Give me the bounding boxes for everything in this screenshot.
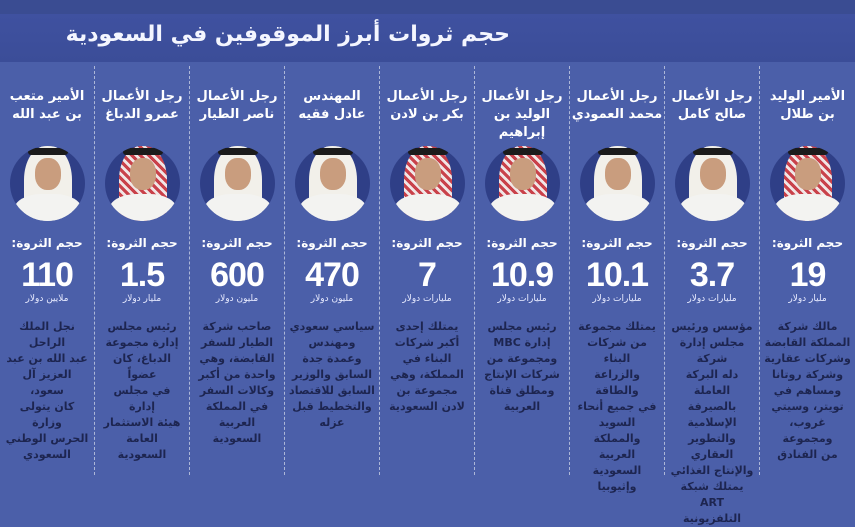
person-column: الأمير متعب بن عبد الله حجم الثروة: 110 …: [0, 66, 95, 475]
people-columns: الأمير الوليد بن طلال حجم الثروة: 19 ملي…: [0, 66, 855, 525]
wealth-unit: مليار دولار: [788, 294, 827, 304]
wealth-unit: مليون دولار: [310, 294, 354, 304]
wealth-label: حجم الثروة:: [296, 236, 368, 250]
wealth-label: حجم الثروة:: [391, 236, 463, 250]
person-name: المهندس عادل فقيه: [298, 89, 366, 122]
wealth-value: 110: [21, 256, 74, 294]
person-column: المهندس عادل فقيه حجم الثروة: 470 مليون …: [285, 66, 380, 475]
wealth-value: 600: [210, 256, 265, 294]
person-column: رجل الأعمال عمرو الدباغ حجم الثروة: 1.5 …: [95, 66, 190, 475]
person-description: مالك شركة المملكة القابضة وشركات عقارية …: [764, 320, 851, 461]
wealth-label: حجم الثروة:: [106, 236, 178, 250]
person-portrait-icon: [390, 146, 465, 221]
person-name: رجل الأعمال صالح كامل: [671, 89, 753, 122]
person-portrait-icon: [200, 146, 275, 221]
wealth-unit: مليون دولار: [215, 294, 259, 304]
wealth-value: 1.5: [119, 256, 165, 294]
person-column: رجل الأعمال صالح كامل حجم الثروة: 3.7 مل…: [665, 66, 760, 525]
wealth-value: 10.9: [490, 256, 554, 294]
wealth-label: حجم الثروة:: [11, 236, 83, 250]
wealth-label: حجم الثروة:: [581, 236, 653, 250]
wealth-value: 10.1: [585, 256, 649, 294]
person-description: يمتلك إحدى أكبر شركات البناء في المملكة،…: [389, 320, 465, 413]
person-column: رجل الأعمال بكر بن لادن حجم الثروة: 7 مل…: [380, 66, 475, 475]
person-portrait-icon: [485, 146, 560, 221]
page-title: حجم ثروات أبرز الموقوفين في السعودية: [65, 22, 510, 47]
wealth-value: 3.7: [689, 256, 735, 294]
person-portrait-icon: [10, 146, 85, 221]
title-bar: [0, 14, 855, 62]
wealth-value: 7: [418, 256, 437, 294]
person-column: رجل الأعمال محمد العمودي حجم الثروة: 10.…: [570, 66, 665, 493]
person-description: نجل الملك الراحل عبد الله بن عبد العزيز …: [5, 320, 89, 461]
person-name: رجل الأعمال محمد العمودي: [571, 89, 663, 122]
wealth-unit: مليارات دولار: [402, 294, 452, 304]
wealth-unit: مليار دولار: [122, 294, 162, 304]
person-description: يمتلك مجموعة من شركات البناء والزراعة وا…: [577, 320, 657, 493]
person-portrait-icon: [675, 146, 750, 221]
person-description: سياسي سعودي ومهندس وعمدة جدة السابق والو…: [289, 320, 375, 429]
person-portrait-icon: [295, 146, 370, 221]
person-column: الأمير الوليد بن طلال حجم الثروة: 19 ملي…: [760, 66, 855, 475]
person-name: رجل الأعمال الوليد بن إبراهيم: [481, 89, 563, 140]
person-name: رجل الأعمال عمرو الدباغ: [101, 89, 183, 122]
person-description: صاحب شركة الطيار للسفر القابضة، وهي واحد…: [198, 320, 276, 445]
person-description: مؤسس ورئيس مجلس إدارة شركة دله البركة ال…: [670, 320, 754, 525]
person-portrait-icon: [770, 146, 845, 221]
wealth-unit: ملايين دولار: [25, 294, 69, 304]
top-strip: [0, 0, 855, 14]
person-name: الأمير متعب بن عبد الله: [9, 89, 85, 122]
wealth-unit: مليارات دولار: [497, 294, 547, 304]
person-column: رجل الأعمال الوليد بن إبراهيم حجم الثروة…: [475, 66, 570, 475]
wealth-label: حجم الثروة:: [676, 236, 748, 250]
wealth-label: حجم الثروة:: [201, 236, 273, 250]
person-description: رئيس مجلس إدارة مجموعة الدباغ، كان عضواً…: [103, 320, 181, 461]
wealth-unit: مليارات دولار: [592, 294, 642, 304]
person-portrait-icon: [580, 146, 655, 221]
wealth-value: 19: [789, 256, 827, 294]
wealth-unit: مليارات دولار: [687, 294, 737, 304]
wealth-label: حجم الثروة:: [771, 236, 844, 250]
person-portrait-icon: [105, 146, 180, 221]
wealth-value: 470: [305, 256, 360, 294]
person-column: رجل الأعمال ناصر الطيار حجم الثروة: 600 …: [190, 66, 285, 475]
wealth-label: حجم الثروة:: [486, 236, 558, 250]
person-name: رجل الأعمال ناصر الطيار: [196, 89, 278, 122]
person-name: الأمير الوليد بن طلال: [769, 89, 846, 122]
person-name: رجل الأعمال بكر بن لادن: [386, 89, 468, 122]
person-description: رئيس مجلس إدارة MBC ومجموعة من شركات الإ…: [484, 320, 560, 413]
